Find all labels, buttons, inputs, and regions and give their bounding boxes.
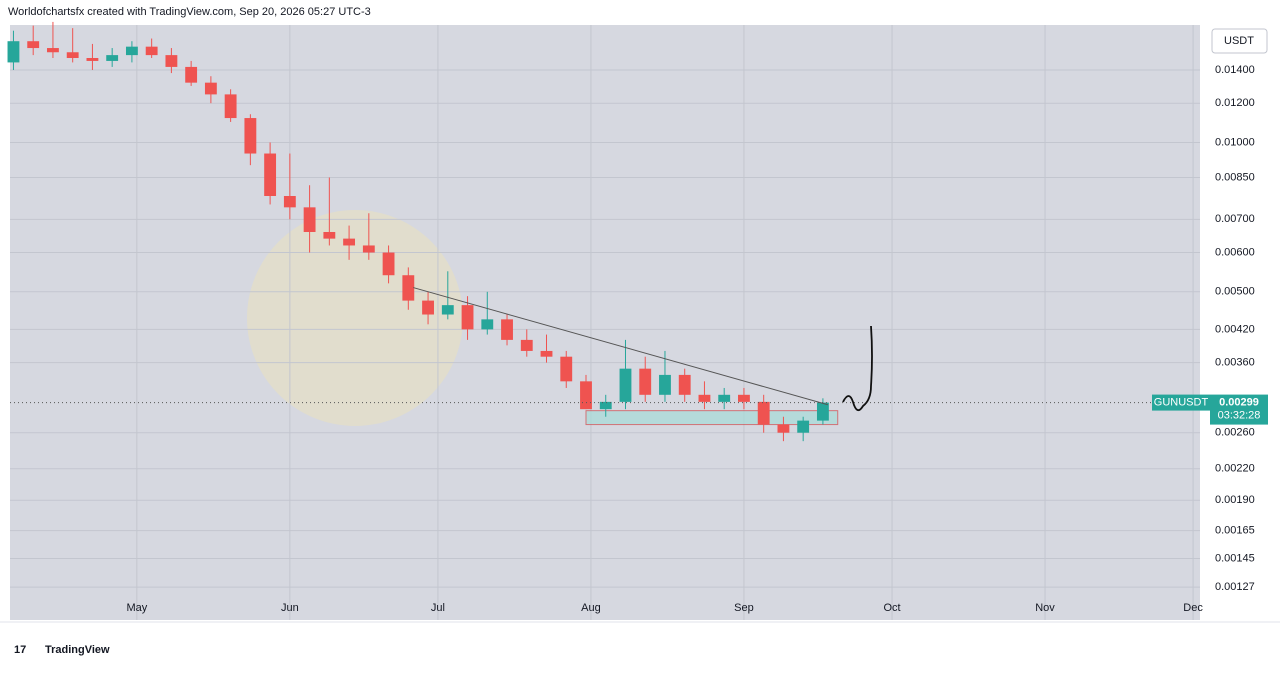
y-tick-label: 0.00500 bbox=[1215, 286, 1255, 298]
candle-body bbox=[244, 118, 257, 154]
countdown: 03:32:28 bbox=[1218, 409, 1261, 421]
candle-body bbox=[283, 196, 296, 208]
y-tick-label: 0.01400 bbox=[1215, 64, 1255, 76]
candle-body bbox=[501, 319, 513, 340]
y-tick-label: 0.01200 bbox=[1215, 97, 1255, 109]
candle-body bbox=[797, 420, 810, 433]
y-tick-label: 0.00165 bbox=[1215, 525, 1255, 537]
candle-body bbox=[639, 368, 652, 395]
candle-body bbox=[422, 300, 434, 315]
candle-body bbox=[264, 153, 277, 197]
candle-body bbox=[66, 52, 79, 59]
x-tick-label: Jul bbox=[431, 602, 445, 614]
x-tick-label: Oct bbox=[883, 602, 900, 614]
currency: USDT bbox=[1224, 35, 1254, 47]
x-tick-label: Jun bbox=[281, 602, 299, 614]
candle-body bbox=[382, 252, 395, 276]
candle-body bbox=[224, 94, 237, 119]
y-tick-label: 0.01000 bbox=[1215, 136, 1255, 148]
candle-body bbox=[718, 394, 731, 402]
y-tick-label: 0.00260 bbox=[1215, 427, 1255, 439]
x-tick-label: May bbox=[126, 602, 147, 614]
candle-body bbox=[106, 55, 119, 61]
candle-body bbox=[343, 238, 356, 246]
candle-body bbox=[402, 275, 415, 301]
y-tick-label: 0.00360 bbox=[1215, 356, 1255, 368]
currency-box bbox=[1211, 28, 1268, 54]
candle-body bbox=[659, 374, 671, 395]
y-tick-label: 0.00220 bbox=[1215, 463, 1255, 475]
candle-body bbox=[441, 305, 454, 315]
y-tick-label: 0.00600 bbox=[1215, 246, 1255, 258]
candle-body bbox=[599, 401, 612, 410]
candle-body bbox=[520, 339, 533, 351]
candle-body bbox=[47, 48, 59, 53]
candle-body bbox=[678, 374, 691, 395]
candle-body bbox=[165, 55, 178, 67]
candle-body bbox=[27, 41, 40, 49]
price-tag bbox=[1210, 394, 1268, 425]
candle-body bbox=[619, 368, 632, 402]
candle-body bbox=[204, 82, 217, 95]
x-tick-label: Aug bbox=[581, 602, 601, 614]
hand-drawn-arrow bbox=[842, 325, 873, 412]
candle-body bbox=[323, 231, 336, 239]
y-tick-label: 0.00850 bbox=[1215, 171, 1255, 183]
candle-body bbox=[86, 58, 99, 61]
candle-body bbox=[125, 46, 138, 56]
candle-body bbox=[362, 245, 375, 253]
x-tick-label: Nov bbox=[1035, 602, 1055, 614]
y-tick-label: 0.00127 bbox=[1215, 581, 1255, 593]
y-tick-label: 0.00700 bbox=[1215, 213, 1255, 225]
candle-body bbox=[816, 402, 829, 421]
logo: 17 bbox=[14, 644, 26, 656]
candle-body bbox=[738, 394, 750, 402]
candle-body bbox=[540, 350, 553, 357]
brand: TradingView bbox=[45, 644, 110, 656]
candle-body bbox=[7, 41, 20, 63]
candle-body bbox=[481, 319, 494, 330]
candle-body bbox=[185, 66, 198, 83]
y-tick-label: 0.00145 bbox=[1215, 552, 1255, 564]
symbol-tag bbox=[1152, 394, 1210, 411]
watermark bbox=[247, 210, 463, 426]
x-tick-label: Dec bbox=[1183, 602, 1203, 614]
trendline bbox=[413, 287, 828, 406]
candle-body bbox=[461, 305, 474, 330]
candle-body bbox=[560, 356, 573, 382]
candle-body bbox=[777, 424, 790, 433]
plot-area bbox=[10, 25, 1200, 620]
candle-body bbox=[698, 394, 711, 402]
y-tick-label: 0.00420 bbox=[1215, 323, 1255, 335]
candle-body bbox=[580, 381, 592, 410]
x-tick-label: Sep bbox=[734, 602, 754, 614]
y-tick-label: 0.00190 bbox=[1215, 494, 1255, 506]
candle-body bbox=[757, 401, 770, 425]
candle-body bbox=[303, 207, 316, 232]
symbol: GUNUSDT bbox=[1154, 396, 1209, 408]
candle-body bbox=[145, 46, 158, 56]
credit: Worldofchartsfx created with TradingView… bbox=[8, 6, 371, 18]
range-box bbox=[585, 410, 839, 426]
last-price: 0.00299 bbox=[1219, 396, 1259, 408]
